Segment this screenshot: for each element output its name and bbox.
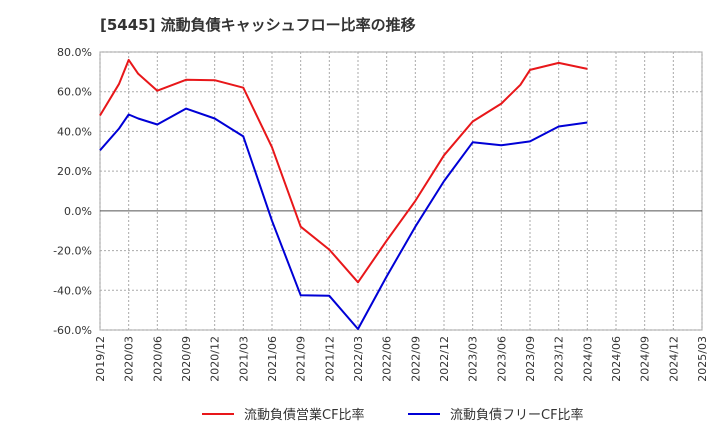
x-tick-label: 2021/09 bbox=[295, 336, 308, 382]
x-tick-label: 2023/06 bbox=[495, 336, 508, 382]
grid bbox=[99, 51, 703, 331]
x-tick-label: 2020/09 bbox=[180, 336, 193, 382]
x-tick-label: 2021/03 bbox=[237, 336, 250, 382]
y-tick-label: 0.0% bbox=[64, 205, 92, 218]
y-tick-label: 40.0% bbox=[57, 125, 92, 138]
x-tick-label: 2019/12 bbox=[94, 336, 107, 382]
y-tick-label: 60.0% bbox=[57, 86, 92, 99]
y-tick-label: -40.0% bbox=[53, 284, 92, 297]
y-tick-label: -60.0% bbox=[53, 324, 92, 337]
x-tick-label: 2021/06 bbox=[266, 336, 279, 382]
x-tick-label: 2024/03 bbox=[581, 336, 594, 382]
x-tick-label: 2025/03 bbox=[696, 336, 709, 382]
x-tick-label: 2024/12 bbox=[667, 336, 680, 382]
legend-item-free-cf: 流動負債フリーCF比率 bbox=[408, 404, 584, 423]
x-tick-label: 2023/09 bbox=[524, 336, 537, 382]
legend-label-operating-cf: 流動負債営業CF比率 bbox=[244, 408, 365, 423]
y-tick-label: -20.0% bbox=[53, 245, 92, 258]
x-tick-label: 2020/03 bbox=[123, 336, 136, 382]
x-tick-label: 2022/03 bbox=[352, 336, 365, 382]
x-tick-label: 2020/06 bbox=[151, 336, 164, 382]
x-tick-label: 2023/03 bbox=[467, 336, 480, 382]
x-tick-label: 2024/09 bbox=[639, 336, 652, 382]
axes: 80.0% 60.0% 40.0% 20.0% 0.0% -20.0% -40.0% -60.… bbox=[53, 46, 709, 382]
y-tick-label: 80.0% bbox=[57, 46, 92, 59]
chart-title: [5445] 流動負債キャッシュフロー比率の推移 bbox=[100, 16, 416, 34]
x-tick-label: 2022/12 bbox=[438, 336, 451, 382]
legend-swatch-operating-cf bbox=[202, 412, 234, 415]
x-tick-label: 2021/12 bbox=[323, 336, 336, 382]
plot-frame bbox=[99, 51, 703, 331]
series bbox=[99, 58, 588, 330]
legend-item-operating-cf: 流動負債営業CF比率 bbox=[202, 404, 365, 423]
series-line-free-cf bbox=[99, 107, 588, 330]
x-tick-label: 2023/12 bbox=[553, 336, 566, 382]
x-tick-label: 2024/06 bbox=[610, 336, 623, 382]
x-tick-label: 2022/09 bbox=[409, 336, 422, 382]
legend: 流動負債営業CF比率 流動負債フリーCF比率 bbox=[0, 404, 720, 424]
x-tick-label: 2020/12 bbox=[209, 336, 222, 382]
x-tick-label: 2022/06 bbox=[381, 336, 394, 382]
series-line-operating-cf bbox=[99, 58, 588, 284]
legend-swatch-free-cf bbox=[408, 412, 440, 415]
legend-label-free-cf: 流動負債フリーCF比率 bbox=[450, 408, 584, 423]
y-tick-label: 20.0% bbox=[57, 165, 92, 178]
